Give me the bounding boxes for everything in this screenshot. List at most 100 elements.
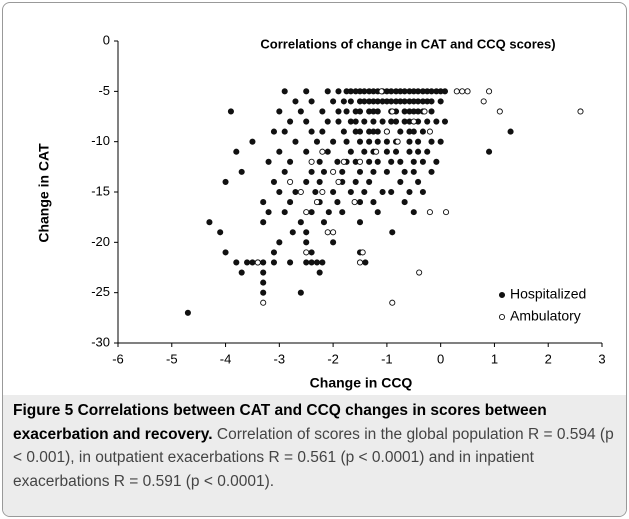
point: [388, 188, 395, 196]
point: [356, 158, 364, 165]
y-tick-label: -10: [91, 133, 110, 148]
point: [222, 249, 229, 256]
point: [356, 219, 364, 226]
point: [379, 118, 386, 125]
point: [260, 289, 267, 296]
point: [426, 128, 433, 135]
point: [410, 118, 417, 125]
point: [359, 249, 366, 256]
point: [281, 128, 288, 135]
y-tick-label: 0: [103, 32, 110, 47]
point: [397, 128, 404, 135]
point: [334, 158, 341, 165]
point: [303, 148, 310, 155]
point: [303, 118, 310, 125]
point: [410, 209, 417, 216]
point: [308, 249, 315, 256]
point: [392, 148, 400, 155]
x-tick-label: -3: [274, 351, 286, 366]
point: [410, 158, 417, 165]
point: [249, 138, 256, 145]
point: [424, 118, 431, 125]
point: [335, 118, 342, 125]
x-axis-title: Change in CCQ: [310, 375, 413, 391]
legend-marker: [498, 313, 506, 321]
point: [324, 88, 331, 95]
point: [260, 299, 267, 306]
point: [347, 98, 354, 105]
point: [233, 259, 240, 266]
point: [330, 239, 337, 246]
point: [313, 259, 321, 266]
point: [428, 108, 435, 115]
point: [206, 219, 213, 226]
point: [374, 158, 381, 165]
y-axis-title: Change in CAT: [36, 143, 52, 243]
point: [437, 98, 444, 105]
point: [496, 108, 503, 115]
point: [421, 108, 428, 115]
point: [281, 168, 288, 175]
point: [378, 88, 385, 95]
point: [347, 148, 354, 155]
x-tick-label: -6: [112, 351, 124, 366]
point: [222, 178, 229, 185]
point: [320, 168, 328, 175]
x-tick-label: 1: [491, 351, 498, 366]
point: [441, 118, 449, 125]
point: [227, 108, 234, 115]
point: [238, 168, 245, 175]
point: [330, 188, 337, 196]
point: [335, 108, 342, 115]
point: [319, 148, 326, 155]
point: [410, 168, 417, 175]
point: [303, 259, 310, 266]
point: [316, 158, 323, 165]
point: [335, 178, 342, 185]
point: [352, 118, 359, 125]
point: [415, 138, 422, 145]
point: [292, 138, 299, 145]
point: [370, 199, 377, 206]
point: [289, 229, 296, 236]
point: [249, 259, 256, 266]
caption-title: Correlations between CAT and CCQ changes…: [13, 402, 547, 443]
legend-label: Hospitalized: [510, 286, 586, 302]
point: [426, 209, 433, 216]
point: [433, 158, 440, 165]
x-tick-label: -1: [381, 351, 393, 366]
point: [270, 128, 278, 135]
point: [292, 188, 299, 196]
point: [340, 128, 347, 135]
point: [287, 199, 294, 206]
y-tick-label: -5: [98, 83, 110, 98]
point: [351, 199, 358, 206]
point: [270, 178, 278, 185]
point: [287, 118, 294, 125]
point: [362, 259, 369, 266]
point: [428, 98, 435, 105]
point: [319, 128, 326, 135]
point: [260, 219, 267, 226]
point: [433, 118, 440, 125]
point: [330, 98, 337, 105]
point: [313, 138, 321, 145]
point: [308, 128, 315, 135]
caption: Figure 5 Correlations between CAT and CC…: [3, 395, 626, 516]
point: [303, 209, 310, 216]
point: [340, 98, 347, 105]
point: [415, 178, 422, 185]
point: [330, 138, 337, 145]
point: [383, 148, 390, 155]
point: [303, 88, 310, 95]
point: [260, 279, 267, 286]
point: [374, 209, 381, 216]
point: [319, 259, 326, 266]
point: [335, 88, 342, 95]
x-tick-label: 2: [545, 351, 552, 366]
point: [442, 209, 450, 216]
point: [308, 259, 315, 266]
point: [366, 138, 373, 145]
point: [330, 229, 337, 236]
point: [281, 209, 288, 216]
